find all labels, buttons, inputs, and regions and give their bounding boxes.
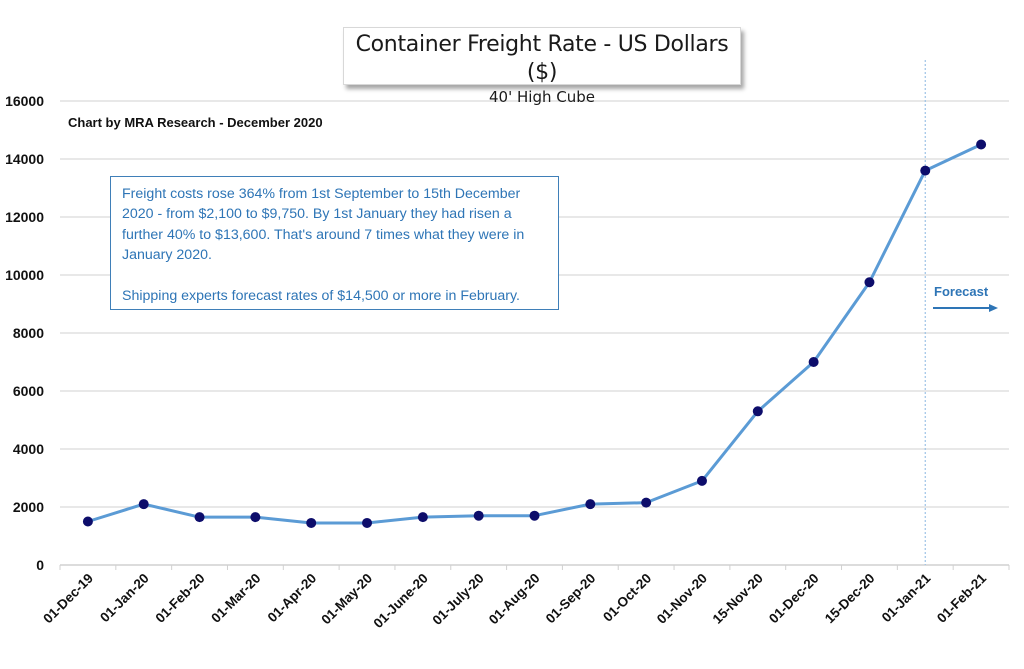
data-point	[641, 497, 652, 508]
chart-credit: Chart by MRA Research - December 2020	[68, 115, 323, 130]
forecast-arrow-group	[933, 304, 998, 312]
x-tick-label: 01-Nov-20	[654, 571, 710, 627]
data-point	[82, 516, 93, 527]
data-point	[808, 357, 819, 367]
annotation-paragraph: Shipping experts forecast rates of $14,5…	[122, 287, 520, 304]
x-tick-label: 01-Dec-19	[40, 571, 96, 627]
x-tick-label: 01-Mar-20	[208, 571, 263, 626]
data-point	[529, 510, 540, 521]
data-point	[194, 512, 205, 523]
data-point	[752, 406, 763, 417]
data-point	[585, 499, 596, 510]
x-tick-label: 01-Jan-20	[97, 571, 152, 626]
x-tick-label: 01-Sep-20	[543, 571, 599, 627]
x-tick-label: 01-Aug-20	[486, 571, 543, 628]
data-point	[417, 512, 428, 523]
annotation-paragraph: Freight costs rose 364% from 1st Septemb…	[122, 186, 525, 264]
chart-title-box: Container Freight Rate - US Dollars ($) …	[343, 27, 741, 106]
x-tick-label: 01-Jan-21	[879, 570, 934, 625]
data-point	[138, 499, 149, 510]
y-tick-label: 12000	[5, 209, 44, 225]
chart-subtitle: 40' High Cube	[489, 88, 595, 106]
data-point	[473, 510, 484, 521]
y-tick-label: 14000	[5, 151, 44, 167]
data-point	[696, 475, 707, 486]
data-point	[864, 277, 875, 288]
data-point	[976, 139, 987, 150]
y-axis-ticks: 0 2000 4000 6000 8000 10000 12000 14000 16000	[5, 93, 44, 573]
data-point	[920, 165, 931, 176]
forecast-arrowhead-icon	[989, 304, 998, 312]
x-tick-label: 01-May-20	[318, 571, 375, 628]
x-tick-label: 01-Feb-20	[153, 571, 208, 626]
chart-title: Container Freight Rate - US Dollars ($)	[355, 32, 729, 85]
annotation-note-box: Freight costs rose 364% from 1st Septemb…	[110, 176, 559, 310]
x-tick-label: 01-Feb-21	[934, 570, 990, 626]
y-tick-label: 6000	[13, 383, 44, 399]
forecast-label: Forecast	[934, 284, 989, 299]
x-tick-label: 01-Dec-20	[766, 571, 822, 627]
y-tick-label: 10000	[5, 267, 44, 283]
x-tick-label: 15-Nov-20	[710, 571, 766, 627]
y-tick-label: 8000	[13, 325, 44, 341]
x-tick-label: 15-Dec-20	[822, 571, 878, 627]
y-tick-label: 4000	[13, 441, 44, 457]
y-tick-label: 16000	[5, 93, 44, 109]
y-tick-label: 2000	[13, 499, 44, 515]
data-point	[306, 517, 317, 528]
x-axis: 01-Dec-19 01-Jan-20 01-Feb-20 01-Mar-20 01-A…	[40, 564, 1010, 631]
x-tick-label: 01-July-20	[429, 571, 486, 628]
data-point	[362, 517, 373, 528]
x-tick-label: 01-Apr-20	[265, 571, 320, 626]
y-tick-label: 0	[36, 557, 44, 573]
x-tick-label: 01-Oct-20	[600, 571, 654, 625]
data-point	[250, 512, 261, 523]
series-freight-rate	[82, 139, 987, 528]
x-tick-label: 01-June-20	[370, 571, 430, 631]
